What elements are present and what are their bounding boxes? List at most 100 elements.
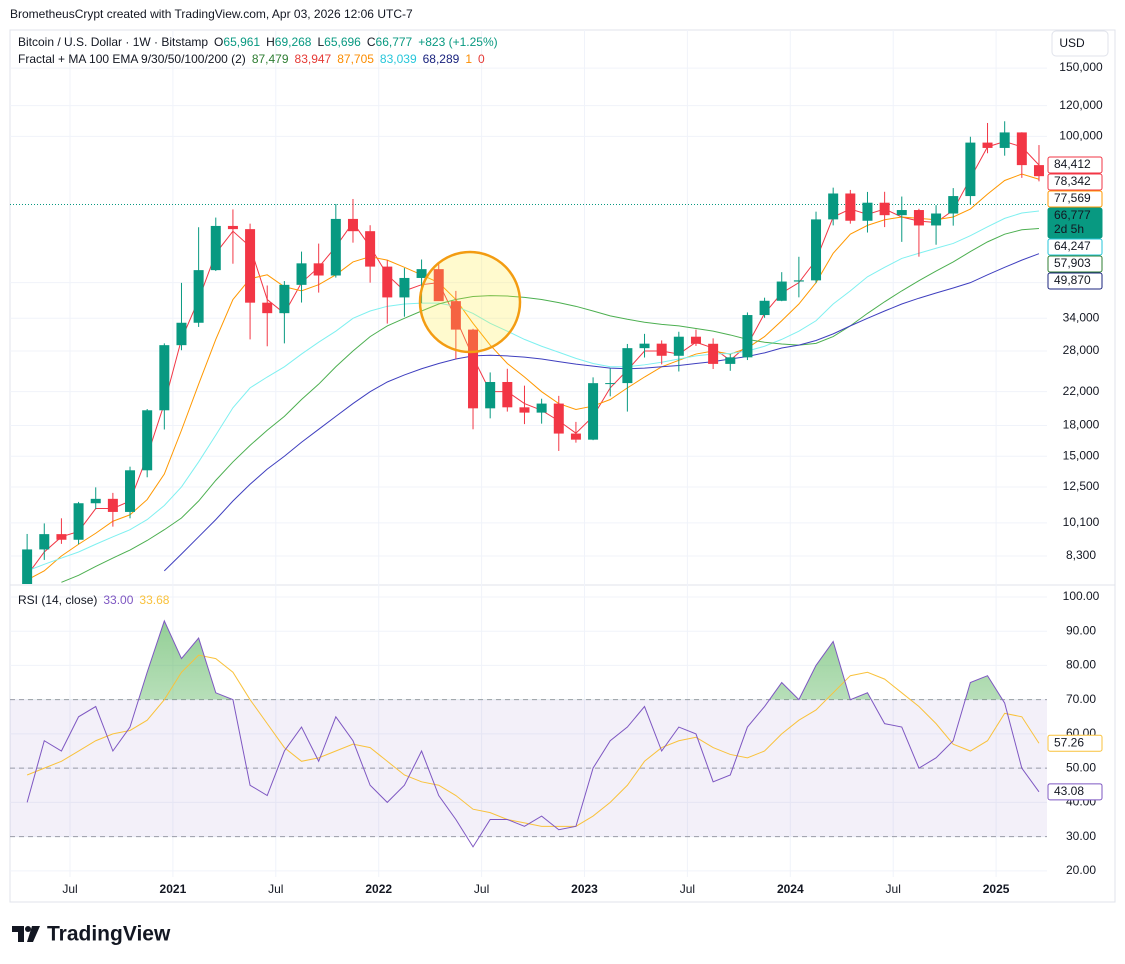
indicator-value: 68,289 <box>423 52 460 66</box>
candle-body <box>673 336 684 356</box>
ohlc-label: H <box>266 35 275 49</box>
x-tick-label: 2023 <box>571 882 598 896</box>
indicator-value: 1 <box>465 52 472 66</box>
ohlc-value: 66,777 <box>376 35 413 49</box>
scale-badge <box>1047 238 1103 256</box>
scale-badge-label: 66,777 <box>1054 208 1091 222</box>
candle-body <box>708 343 719 364</box>
scale-badge-label: 49,870 <box>1054 273 1091 287</box>
indicator-legend: Fractal + MA 100 EMA 9/30/50/100/200 (2)… <box>18 52 485 66</box>
rsi-legend: RSI (14, close) 33.00 33.68 <box>18 593 170 607</box>
candle-body <box>502 381 513 408</box>
currency-button-box[interactable] <box>1051 30 1109 57</box>
indicator-name: Fractal + MA 100 EMA 9/30/50/100/200 (2) <box>18 52 246 66</box>
logo-mark <box>12 926 24 942</box>
candle-body <box>725 357 736 364</box>
candle-body <box>965 142 976 197</box>
candle-body <box>828 193 839 220</box>
scale-badge-label: 84,412 <box>1054 157 1091 171</box>
scale-badge <box>1047 783 1103 801</box>
y-tick-label: 22,000 <box>1063 384 1100 398</box>
y-tick-label: 50.00 <box>1066 760 1096 774</box>
scale-badge <box>1047 156 1103 174</box>
ohlc-value: 65,961 <box>223 35 260 49</box>
x-tick-label: 2022 <box>365 882 392 896</box>
candle-body <box>536 403 547 413</box>
y-tick-label: 120,000 <box>1059 98 1103 112</box>
indicator-value: 87,705 <box>337 52 374 66</box>
scale-badge-label: 57.26 <box>1054 735 1084 749</box>
y-tick-label: 150,000 <box>1059 60 1103 74</box>
candle-body <box>56 534 67 540</box>
y-tick-label: 80.00 <box>1066 658 1096 672</box>
candle-body <box>245 229 256 303</box>
ema-line <box>163 253 1040 572</box>
candle-body <box>948 196 959 214</box>
candle-body <box>296 263 307 285</box>
ema-line <box>26 210 1040 572</box>
x-tick-label: Jul <box>680 882 695 896</box>
currency-button[interactable]: USD <box>1051 30 1109 57</box>
rsi-line <box>26 654 1040 827</box>
scale-badge <box>1047 255 1103 273</box>
logo-dot <box>25 926 31 932</box>
y-tick-label: 34,000 <box>1063 310 1100 324</box>
ema-line <box>61 228 1040 583</box>
x-tick-label: Jul <box>62 882 77 896</box>
symbol-legend: Bitcoin / U.S. Dollar · 1W · Bitstamp O65… <box>18 35 498 49</box>
ohlc-value: 65,696 <box>324 35 361 49</box>
y-tick-label: 100.00 <box>1063 589 1100 603</box>
candle-body <box>913 210 924 226</box>
candle-body <box>262 302 273 314</box>
chart-frame <box>9 29 1116 903</box>
y-tick-label: 10,100 <box>1063 515 1100 529</box>
candle-body <box>399 277 410 298</box>
candle-body <box>125 470 136 512</box>
indicator-value: 0 <box>478 52 485 66</box>
candle-body <box>39 534 50 550</box>
candle-body <box>862 202 873 221</box>
legends: Bitcoin / U.S. Dollar · 1W · Bitstamp O65… <box>18 35 498 607</box>
ohlc-label: C <box>367 35 376 49</box>
candle-body <box>776 281 787 301</box>
scale-badge <box>1047 272 1103 290</box>
candle-body <box>639 343 650 349</box>
candle-body <box>330 218 341 276</box>
x-tick-label: Jul <box>886 882 901 896</box>
logo-text: TradingView <box>47 923 171 946</box>
indicator-value: 87,479 <box>252 52 289 66</box>
rsi-line <box>26 619 1040 848</box>
candle-body <box>896 210 907 216</box>
candle-body <box>690 336 701 344</box>
scale-badge <box>1047 734 1103 752</box>
candle-body <box>365 231 376 267</box>
candle-body <box>313 263 324 276</box>
candle-body <box>656 343 667 356</box>
ema-line <box>26 173 1040 581</box>
candle-body <box>622 348 633 384</box>
candle-body <box>879 202 890 216</box>
candle-body <box>142 410 153 471</box>
candle-body <box>999 132 1010 148</box>
candle-body <box>1016 132 1027 166</box>
y-tick-label: 20.00 <box>1066 863 1096 877</box>
y-tick-label: 28,000 <box>1063 343 1100 357</box>
candle-body <box>793 280 804 282</box>
ohlc-value: 69,268 <box>275 35 312 49</box>
price-change: +823 (+1.25%) <box>418 35 497 49</box>
candle-body <box>759 300 770 316</box>
logo: TradingView <box>12 923 171 946</box>
indicator-value: 83,039 <box>380 52 417 66</box>
y-tick-label: 90.00 <box>1066 623 1096 637</box>
candle-body <box>193 270 204 323</box>
candle-body <box>982 142 993 148</box>
attribution: BrometheusCrypt created with TradingView… <box>10 7 413 21</box>
candle-body <box>73 503 84 540</box>
x-tick-label: Jul <box>474 882 489 896</box>
countdown: 2d 5h <box>1054 222 1084 236</box>
candle-body <box>159 345 170 411</box>
candle-body <box>570 433 581 440</box>
currency-label[interactable]: USD <box>1059 36 1085 50</box>
scale-badge-label: 43.08 <box>1054 784 1084 798</box>
